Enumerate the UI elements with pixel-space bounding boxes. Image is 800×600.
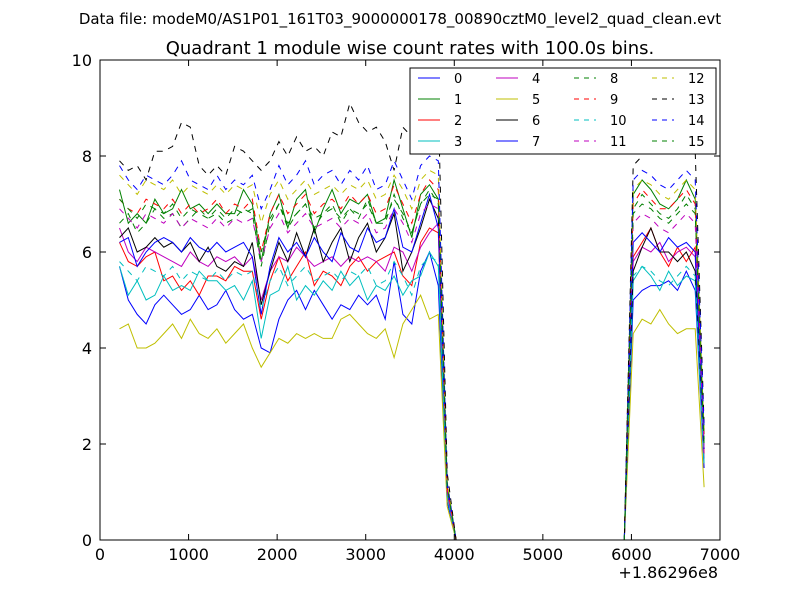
y-tick-label: 0 bbox=[82, 531, 92, 550]
y-tick-label: 8 bbox=[82, 147, 92, 166]
x-tick-label: 0 bbox=[95, 545, 105, 564]
legend-label-13: 13 bbox=[688, 93, 705, 108]
legend-label-8: 8 bbox=[610, 72, 618, 87]
series-line-9 bbox=[119, 179, 705, 541]
legend-label-0: 0 bbox=[454, 72, 462, 87]
x-tick-label: 2000 bbox=[257, 545, 298, 564]
legend-label-1: 1 bbox=[454, 93, 462, 108]
x-tick-label: 4000 bbox=[434, 545, 475, 564]
series-line-11 bbox=[119, 203, 705, 541]
legend-label-7: 7 bbox=[532, 135, 540, 150]
legend-label-15: 15 bbox=[688, 135, 705, 150]
x-tick-label: 6000 bbox=[611, 545, 652, 564]
y-tick-label: 6 bbox=[82, 243, 92, 262]
chart-title: Quadrant 1 module wise count rates with … bbox=[166, 38, 655, 59]
legend-label-11: 11 bbox=[610, 135, 627, 150]
legend-label-12: 12 bbox=[688, 72, 705, 87]
series-line-10 bbox=[119, 256, 705, 541]
legend-box bbox=[409, 67, 717, 155]
legend-label-9: 9 bbox=[610, 93, 618, 108]
legend-label-6: 6 bbox=[532, 114, 540, 129]
data-file-suptitle: Data file: modeM0/AS1P01_161T03_90000001… bbox=[79, 10, 721, 29]
legend-label-4: 4 bbox=[532, 72, 540, 87]
x-tick-label: 5000 bbox=[522, 545, 563, 564]
legend-label-2: 2 bbox=[454, 114, 462, 129]
series-line-12 bbox=[119, 169, 705, 541]
legend-label-5: 5 bbox=[532, 93, 540, 108]
y-tick-label: 4 bbox=[82, 339, 92, 358]
legend-label-14: 14 bbox=[688, 114, 705, 129]
x-tick-label: 1000 bbox=[168, 545, 209, 564]
x-tick-label: 7000 bbox=[700, 545, 741, 564]
series-line-15 bbox=[119, 193, 705, 541]
legend-label-10: 10 bbox=[610, 114, 627, 129]
legend-label-3: 3 bbox=[454, 135, 462, 150]
x-axis-offset-label: +1.86296e8 bbox=[618, 563, 718, 582]
x-tick-label: 3000 bbox=[345, 545, 386, 564]
plot-border bbox=[99, 59, 721, 541]
y-tick-label: 2 bbox=[82, 435, 92, 454]
y-tick-label: 10 bbox=[72, 51, 92, 70]
